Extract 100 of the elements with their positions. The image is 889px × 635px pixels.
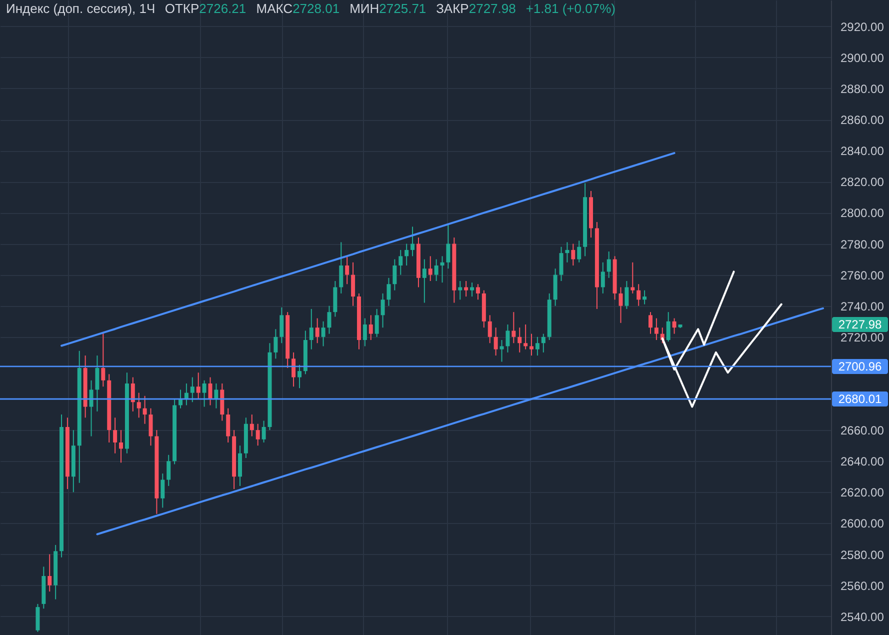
candlestick [488, 314, 492, 344]
y-tick-label: 2620.00 [840, 486, 884, 500]
candlestick [512, 312, 516, 344]
candlestick [119, 430, 124, 464]
y-tick-label: 2800.00 [840, 206, 884, 220]
candlestick [196, 372, 200, 400]
candlestick [530, 333, 534, 356]
annotation: МАКС2728.01 [256, 1, 340, 16]
y-tick-label: 2560.00 [840, 578, 884, 593]
line-series [60, 152, 676, 347]
candlestick [113, 417, 118, 454]
candlestick [226, 408, 230, 443]
candlestick [500, 340, 504, 362]
candlestick [666, 312, 670, 342]
candlestick [292, 352, 296, 388]
candlestick [506, 324, 510, 353]
ref-line-label: 2700.96 [838, 359, 882, 374]
candlestick [464, 280, 468, 298]
candlestick [404, 243, 409, 266]
text: 2727.98 [838, 318, 882, 332]
candlestick [256, 423, 260, 446]
candlestick [654, 318, 658, 341]
candlestick [565, 242, 570, 263]
candlestick [600, 262, 605, 294]
candlestick [428, 256, 432, 282]
candlestick [48, 554, 52, 592]
candlestick [440, 256, 444, 284]
candlestick [642, 290, 647, 305]
y-tick-label: 2600.00 [840, 516, 884, 531]
candlestick [160, 473, 165, 508]
candlestick [95, 355, 100, 412]
y-tick-label: 2760.00 [840, 268, 884, 282]
candlestick [606, 251, 611, 278]
y-tick-label: 2880.00 [840, 82, 884, 96]
y-tick-label: 2860.00 [840, 113, 884, 128]
annotation: ОТКР2726.21 [164, 1, 246, 16]
candlestick [636, 284, 641, 306]
candlestick [518, 327, 522, 353]
candlestick [190, 376, 194, 403]
candlestick [262, 420, 266, 443]
candlestick [130, 376, 135, 412]
y-tick-label: 2720.00 [840, 330, 884, 344]
candlestick [630, 262, 635, 294]
y-tick-label: 2740.00 [840, 299, 884, 314]
candlestick [434, 258, 438, 282]
candlestick [362, 318, 367, 347]
candlestick [250, 414, 254, 437]
candlestick [368, 314, 373, 341]
candlestick [345, 256, 350, 285]
annotation: МИН2725.71 [350, 1, 426, 16]
candlestick [648, 312, 652, 334]
candlestick [36, 603, 40, 632]
candlestick [422, 258, 426, 304]
y-tick-label: 2840.00 [840, 144, 884, 158]
y-tick-label: 2640.00 [840, 454, 884, 469]
candlestick [89, 380, 94, 437]
candlestick [142, 395, 147, 424]
y-tick-label: 2920.00 [840, 20, 884, 34]
candlestick [327, 305, 332, 334]
y-tick-label: 2580.00 [840, 548, 884, 562]
candlestick [446, 224, 450, 270]
candlestick [321, 320, 326, 347]
y-tick-label: 2540.00 [840, 610, 884, 624]
candlestick [386, 277, 391, 306]
candlestick [672, 318, 676, 334]
candlestick [136, 392, 141, 418]
candlestick [392, 258, 397, 291]
candlestick [458, 280, 462, 300]
candlestick [624, 280, 629, 310]
candlestick [315, 318, 320, 344]
y-tick-label: 2660.00 [840, 424, 884, 438]
candlestick [297, 364, 302, 389]
candlestick [101, 332, 106, 388]
candlestick [309, 308, 314, 350]
candlestick [380, 292, 385, 328]
candlestick [541, 333, 546, 353]
candlestick [571, 243, 576, 266]
candlestick [148, 408, 153, 446]
candlestick [280, 306, 284, 344]
candlestick [618, 286, 623, 324]
candlestick [494, 327, 498, 356]
candlestick [374, 308, 379, 338]
ref-line-label: 2680.01 [838, 392, 882, 406]
candlestick [238, 445, 242, 486]
y-tick-label: 2780.00 [840, 237, 884, 252]
y-tick-label: 2900.00 [840, 50, 884, 65]
chart-title: Индекс (доп. сессия), 1Ч [6, 1, 156, 16]
annotation: ЗАКР2727.98 [436, 1, 516, 16]
candlestick [339, 242, 344, 294]
candlestick [208, 376, 212, 406]
candlestick [351, 262, 356, 306]
candlestick [470, 282, 474, 298]
candlestick [476, 284, 480, 300]
candlestick [524, 324, 528, 350]
candlestick [559, 246, 564, 282]
y-tick-label: 2820.00 [840, 175, 884, 190]
annotation: +1.81 (+0.07%) [526, 1, 616, 16]
candlestick [577, 240, 582, 263]
candlestick [398, 249, 403, 276]
candlestick [535, 336, 540, 356]
